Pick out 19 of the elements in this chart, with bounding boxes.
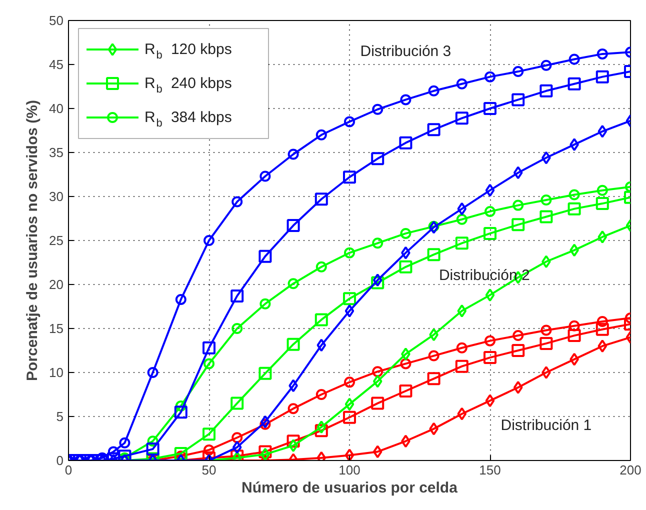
y-tick-label: 40 <box>49 101 64 116</box>
annotation: Distribución 3 <box>360 42 452 60</box>
x-tick-label: 150 <box>479 462 501 478</box>
y-tick-label: 25 <box>49 233 64 248</box>
y-tick-label: 30 <box>49 189 64 204</box>
x-axis-title: Número de usuarios por celda <box>242 480 458 496</box>
x-tick-label: 50 <box>202 462 216 478</box>
y-tick-label: 45 <box>49 57 64 72</box>
y-tick-label: 5 <box>56 409 64 424</box>
annotation: Distribución 1 <box>500 416 592 434</box>
y-tick-label: 0 <box>56 453 64 468</box>
y-tick-label: 15 <box>49 321 64 336</box>
y-tick-label: 10 <box>49 365 64 380</box>
y-tick-label: 35 <box>49 145 64 160</box>
y-tick-label: 20 <box>49 277 64 292</box>
y-tick-label: 50 <box>49 13 64 28</box>
x-tick-label: 200 <box>620 462 642 478</box>
x-tick-label: 100 <box>338 462 360 478</box>
y-axis-title: Porcenatje de usuarios no servidos (%) <box>24 100 42 381</box>
